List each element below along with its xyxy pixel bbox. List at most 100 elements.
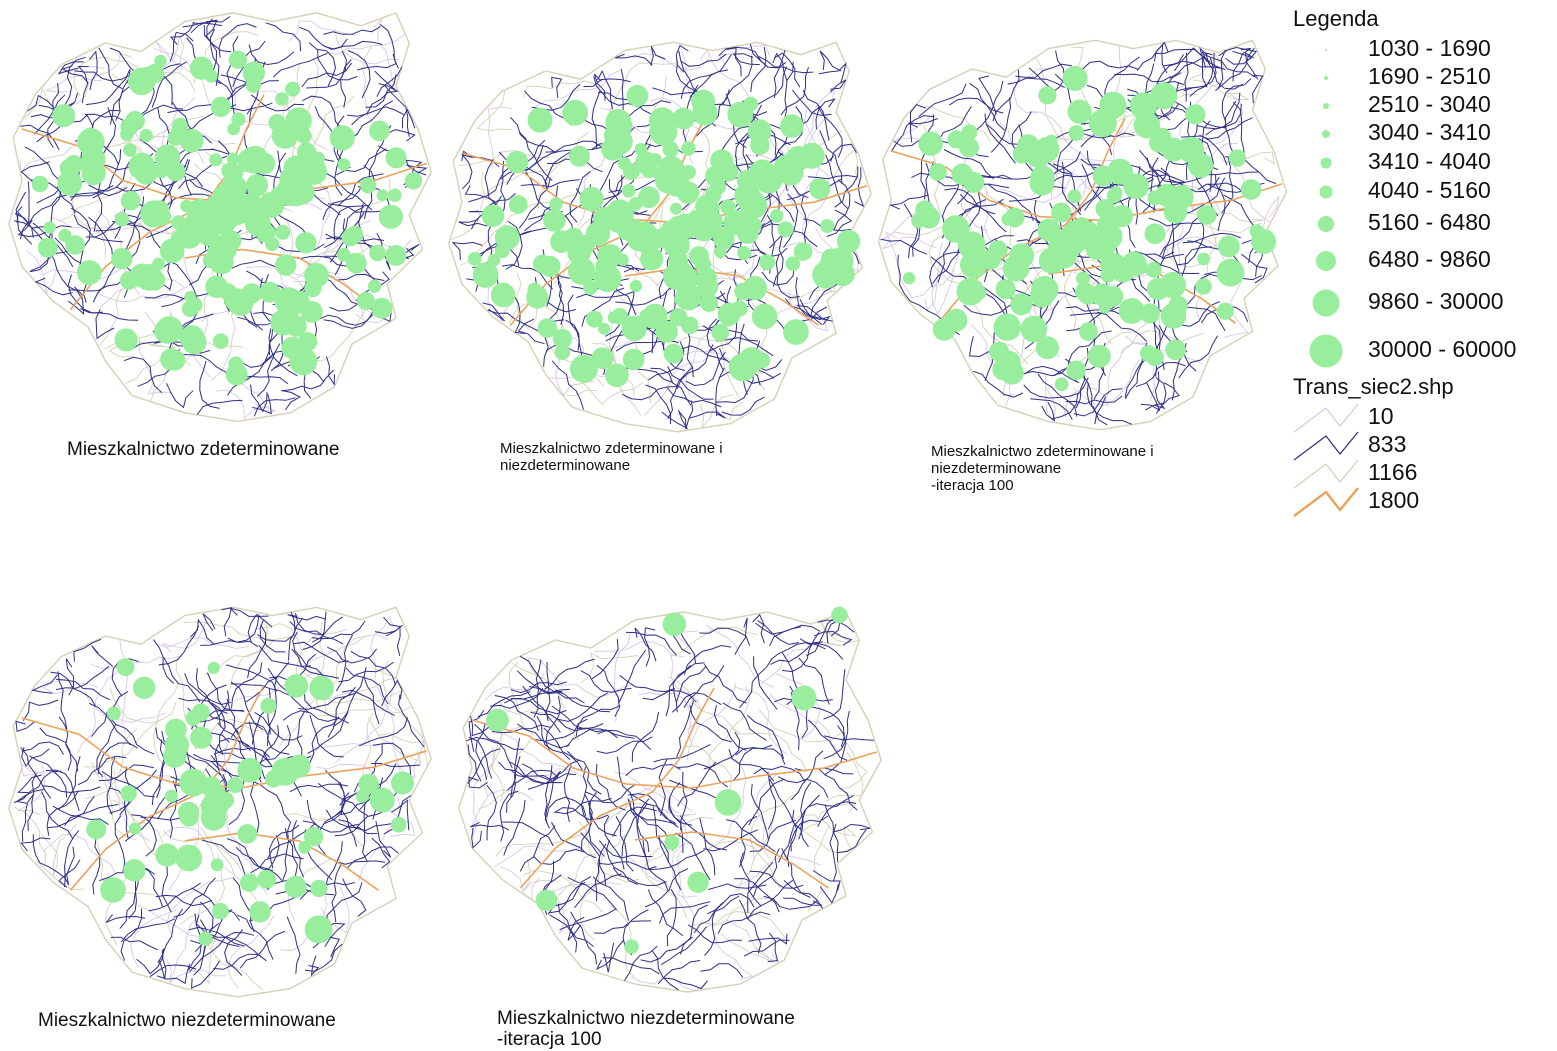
road-segment	[351, 90, 398, 126]
road-segment	[1218, 46, 1258, 60]
road-segment	[544, 658, 595, 690]
settlement-marker	[120, 190, 141, 211]
road-segment	[928, 223, 971, 290]
settlement-marker	[608, 269, 621, 283]
road-segment	[628, 793, 676, 824]
settlement-marker	[231, 178, 245, 191]
settlement-marker	[300, 301, 323, 323]
road-segment	[15, 789, 44, 804]
road-segment	[734, 878, 780, 913]
road-segment	[676, 700, 694, 758]
road-segment	[32, 834, 66, 879]
road-segment	[598, 92, 652, 115]
settlement-marker	[297, 182, 314, 199]
road-segment	[819, 50, 842, 72]
settlement-marker	[550, 230, 573, 253]
road-segment	[21, 741, 65, 755]
settlement-marker	[809, 178, 831, 200]
road-segment	[374, 70, 398, 92]
road-segment	[651, 949, 679, 991]
road-segment	[272, 52, 328, 78]
road-segment	[594, 920, 652, 934]
road-segment	[97, 742, 138, 775]
road-segment	[458, 219, 488, 227]
settlement-marker	[536, 114, 550, 127]
legend-title: Legenda	[1293, 6, 1379, 31]
road-segment	[683, 644, 731, 675]
road-segment	[239, 930, 285, 969]
road-segment	[670, 653, 702, 731]
road-segment	[992, 69, 1020, 122]
settlement-marker	[1195, 278, 1212, 295]
road-segment	[543, 319, 565, 367]
network-class-label: 1166	[1368, 459, 1418, 485]
road-segment	[661, 409, 689, 430]
road-segment	[806, 616, 836, 657]
settlement-marker	[295, 232, 317, 254]
settlement-marker	[1197, 205, 1217, 225]
road-segment	[1168, 176, 1220, 193]
road-segment	[689, 704, 732, 743]
road-segment	[1171, 213, 1180, 273]
settlement-marker	[141, 207, 158, 225]
settlement-marker	[249, 901, 271, 923]
settlement-marker	[360, 177, 377, 194]
road-segment	[519, 655, 564, 694]
road-segment	[484, 156, 567, 201]
road-segment	[788, 290, 829, 332]
road-segment	[829, 79, 847, 93]
road-segment	[963, 300, 1018, 316]
road-segment	[750, 46, 767, 93]
road-segment	[717, 911, 771, 934]
settlement-marker	[260, 697, 277, 714]
settlement-marker	[231, 112, 246, 127]
road-segment	[521, 859, 540, 901]
settlement-marker	[37, 237, 58, 258]
road-segment	[544, 765, 553, 824]
road-segment	[632, 52, 709, 71]
road-segment	[657, 960, 701, 985]
settlement-marker	[472, 262, 499, 288]
road-segment	[450, 172, 486, 241]
road-segment	[109, 686, 177, 724]
road-segment	[245, 661, 290, 703]
settlement-marker	[603, 124, 625, 146]
settlement-marker	[1090, 283, 1114, 306]
settlement-marker	[737, 246, 752, 261]
settlement-marker	[171, 215, 187, 231]
settlement-marker	[284, 674, 309, 698]
road-segment	[130, 340, 189, 351]
road-segment	[658, 834, 682, 891]
road-segment	[304, 943, 343, 972]
map-caption-4: Mieszkalnictwo niezdeterminowane	[38, 1010, 336, 1031]
population-class-label: 30000 - 60000	[1368, 336, 1517, 362]
settlement-marker	[1110, 205, 1133, 228]
settlement-marker	[208, 797, 226, 815]
road-segment	[230, 681, 264, 731]
road-segment	[1082, 60, 1138, 70]
road-segment	[1158, 215, 1201, 257]
road-segment	[324, 922, 346, 947]
settlement-marker	[210, 235, 228, 252]
road-segment	[224, 929, 244, 976]
settlement-marker	[1139, 303, 1160, 324]
main-road	[461, 152, 868, 224]
settlement-marker	[713, 227, 735, 250]
road-segment	[693, 895, 740, 934]
settlement-marker	[391, 771, 414, 795]
settlement-marker	[258, 192, 285, 218]
road-segment	[58, 716, 79, 772]
settlement-marker	[1129, 92, 1158, 120]
road-segment	[619, 674, 676, 693]
road-segment	[551, 889, 574, 934]
settlement-marker	[1145, 261, 1162, 278]
settlement-marker	[621, 184, 636, 198]
road-segment	[155, 637, 248, 649]
settlement-marker	[212, 902, 229, 920]
road-segment	[467, 748, 501, 784]
road-segment	[494, 695, 539, 732]
road-segment	[782, 631, 820, 673]
road-segment	[213, 747, 271, 758]
population-class-label: 1690 - 2510	[1368, 63, 1491, 89]
settlement-marker	[505, 150, 529, 174]
